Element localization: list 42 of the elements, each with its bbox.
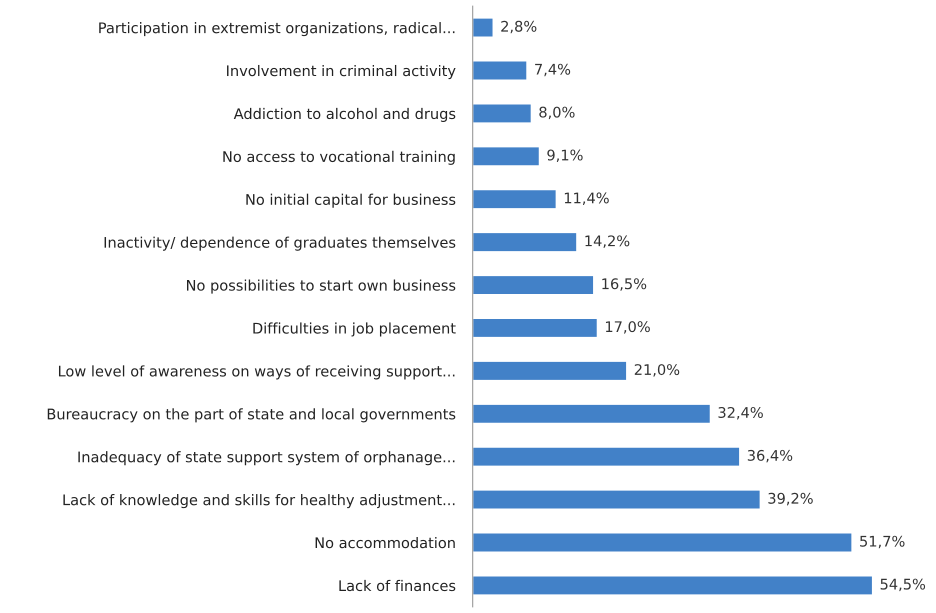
bar [472,146,540,167]
data-label: 7,4% [535,64,570,76]
data-label: 36,4% [748,450,792,462]
y-tick-label: Involvement in criminal activity [227,64,456,80]
y-tick-label: No possibilities to start own business [187,280,456,294]
data-label: 32,4% [718,406,763,420]
data-label: 8,0% [539,106,575,120]
y-tick-label: Bureaucracy on the part of state and local governments [48,408,456,422]
data-label: 21,0% [634,364,680,377]
bar [472,274,594,296]
bar [472,403,712,424]
y-tick-label: Inadequacy of state support system of orphanage... [78,451,454,466]
bar [472,17,494,38]
y-tick-label: Lack of knowledge and skills for healthy adjustment... [63,494,454,508]
data-label: 2,8% [501,20,536,34]
y-tick-label: No access to vocational training [223,150,455,165]
bar [472,232,578,252]
bar [472,446,740,468]
y-tick-label: Low level of awareness on ways of receiving support... [58,365,454,380]
y-tick-label: Lack of finances [339,580,456,592]
bar [472,188,558,210]
bar [472,318,598,338]
y-tick-label: Addiction to alcohol and drugs [234,108,456,122]
bar [472,60,528,81]
data-label: 9,1% [547,150,583,162]
data-label: 51,7% [860,536,905,548]
bar [472,360,628,382]
bar [472,103,532,124]
data-label: 39,2% [768,492,813,506]
y-tick-label: Inactivity/ dependence of graduates themselves [104,236,456,251]
data-label: 11,4% [564,192,609,205]
y-tick-label: Participation in extremist organizations, radical... [99,22,454,36]
y-tick-label: Difficulties in job placement [253,322,456,337]
bar [472,532,853,553]
y-tick-label: No accommodation [316,536,455,548]
bar [472,489,762,510]
data-label: 17,0% [606,321,650,334]
data-label: 14,2% [585,235,630,248]
bar [472,575,874,596]
data-label: 16,5% [602,278,646,291]
data-label: 54,5% [880,578,926,592]
y-tick-label: No initial capital for business [246,194,456,208]
